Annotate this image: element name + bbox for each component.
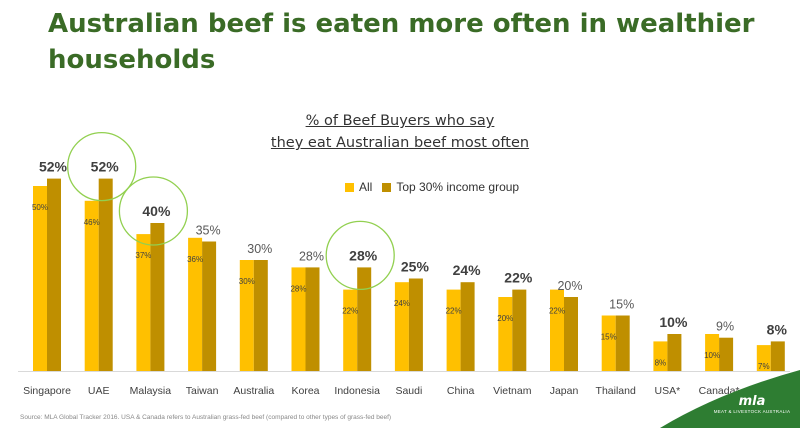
bar-all-china [446,289,461,371]
mla-logo: mla MEAT & LIVESTOCK AUSTRALIA [712,395,792,415]
x-tick-label-usa: USA* [655,385,681,397]
legend-swatch-all [345,182,354,192]
bar-all-vietnam [498,297,513,371]
x-tick-label-japan: Japan [550,385,579,397]
x-tick-label-singapore: Singapore [23,385,71,397]
bar-all-singapore [33,186,47,371]
data-label-all-taiwan: 36% [187,255,203,264]
bar-top-saudi [408,278,423,371]
legend-label-all: All [359,180,373,194]
source-footnote: Source: MLA Global Tracker 2016. USA & C… [20,414,392,421]
mla-logo-text: mla [738,394,766,409]
bar-top-korea [305,267,320,371]
x-tick-label-korea: Korea [291,385,319,397]
x-tick-label-uae: UAE [88,385,110,397]
data-label-all-japan: 22% [549,307,565,316]
bar-top-vietnam [512,289,527,371]
highlight-circle-uae [67,131,137,202]
data-label-top-thailand: 15% [609,298,634,312]
highlight-circle-malaysia [118,176,189,246]
legend-label-top: Top 30% income group [396,180,520,194]
x-tick-label-vietnam: Vietnam [493,385,532,397]
bar-top-brazil [770,341,785,371]
x-tick-label-china: China [447,385,475,397]
data-label-top-australia: 30% [247,242,272,256]
bar-top-taiwan [202,241,217,371]
bar-all-australia [239,260,254,371]
bar-top-japan [564,297,578,371]
data-label-all-indonesia: 22% [342,307,358,316]
footer-wave-shape [660,370,800,428]
data-label-top-uae: 52% [91,159,120,175]
bar-all-thailand [601,315,616,371]
data-label-top-malaysia: 40% [142,203,171,219]
data-label-all-malaysia: 37% [135,251,151,260]
bar-top-indonesia [357,267,372,371]
data-label-all-korea: 28% [290,284,306,293]
bar-all-taiwan [188,237,203,371]
bar-top-usa [667,334,682,371]
x-tick-label-indonesia: Indonesia [334,385,380,397]
chart-subtitle-line-2: they eat Australian beef most often [270,135,530,151]
data-label-top-taiwan: 35% [196,224,221,238]
legend-item-top: Top 30% income group [382,180,519,194]
data-label-all-australia: 30% [239,277,255,286]
mla-logo-subtext: MEAT & LIVESTOCK AUSTRALIA [713,409,791,414]
data-label-all-vietnam: 20% [497,314,513,323]
data-label-all-singapore: 50% [32,203,48,212]
bar-all-indonesia [343,289,358,371]
data-label-top-indonesia: 28% [349,247,378,263]
data-label-all-usa: 8% [655,358,667,367]
data-label-top-canada: 9% [716,320,734,334]
bar-top-thailand [615,315,630,371]
x-tick-label-australia: Australia [233,385,274,397]
bar-all-brazil [756,345,771,371]
data-label-all-canada: 10% [704,351,720,360]
data-label-top-korea: 28% [299,249,324,263]
bar-top-china [460,282,475,371]
legend-swatch-top [382,182,392,192]
x-tick-label-taiwan: Taiwan [186,385,219,397]
data-label-top-china: 24% [453,262,482,278]
data-label-top-vietnam: 22% [504,270,533,286]
slide-title: Australian beef is eaten more often in w… [48,9,755,75]
data-label-top-saudi: 25% [401,259,430,275]
chart-subtitle: % of Beef Buyers who say they eat Austra… [0,110,800,154]
data-label-top-singapore: 52% [39,159,68,175]
chart-subtitle-line-1: % of Beef Buyers who say [305,113,495,129]
bar-all-saudi [394,282,409,371]
x-tick-label-saudi: Saudi [395,385,422,397]
data-label-all-saudi: 24% [394,299,410,308]
bar-all-japan [550,289,564,371]
bar-top-uae [98,178,113,371]
bar-all-usa [653,341,668,371]
data-label-top-usa: 10% [659,314,688,330]
bar-top-australia [253,260,268,371]
legend-item-all: All [345,180,372,194]
bar-all-canada [705,334,720,371]
data-label-all-thailand: 15% [601,333,617,342]
bar-top-singapore [47,178,61,371]
data-label-top-brazil: 8% [767,321,788,337]
x-tick-label-thailand: Thailand [596,385,636,397]
highlight-circle-indonesia [325,220,395,291]
bar-top-malaysia [150,223,165,371]
bar-all-korea [291,267,306,371]
data-label-all-china: 22% [446,307,462,316]
data-label-all-uae: 46% [84,218,100,227]
bar-top-canada [719,337,734,371]
data-label-top-japan: 20% [557,279,582,293]
bar-all-uae [84,200,99,371]
chart-legend: All Top 30% income group [345,180,529,194]
bar-all-malaysia [136,234,151,371]
data-label-all-brazil: 7% [758,362,770,371]
x-tick-label-malaysia: Malaysia [130,385,172,397]
